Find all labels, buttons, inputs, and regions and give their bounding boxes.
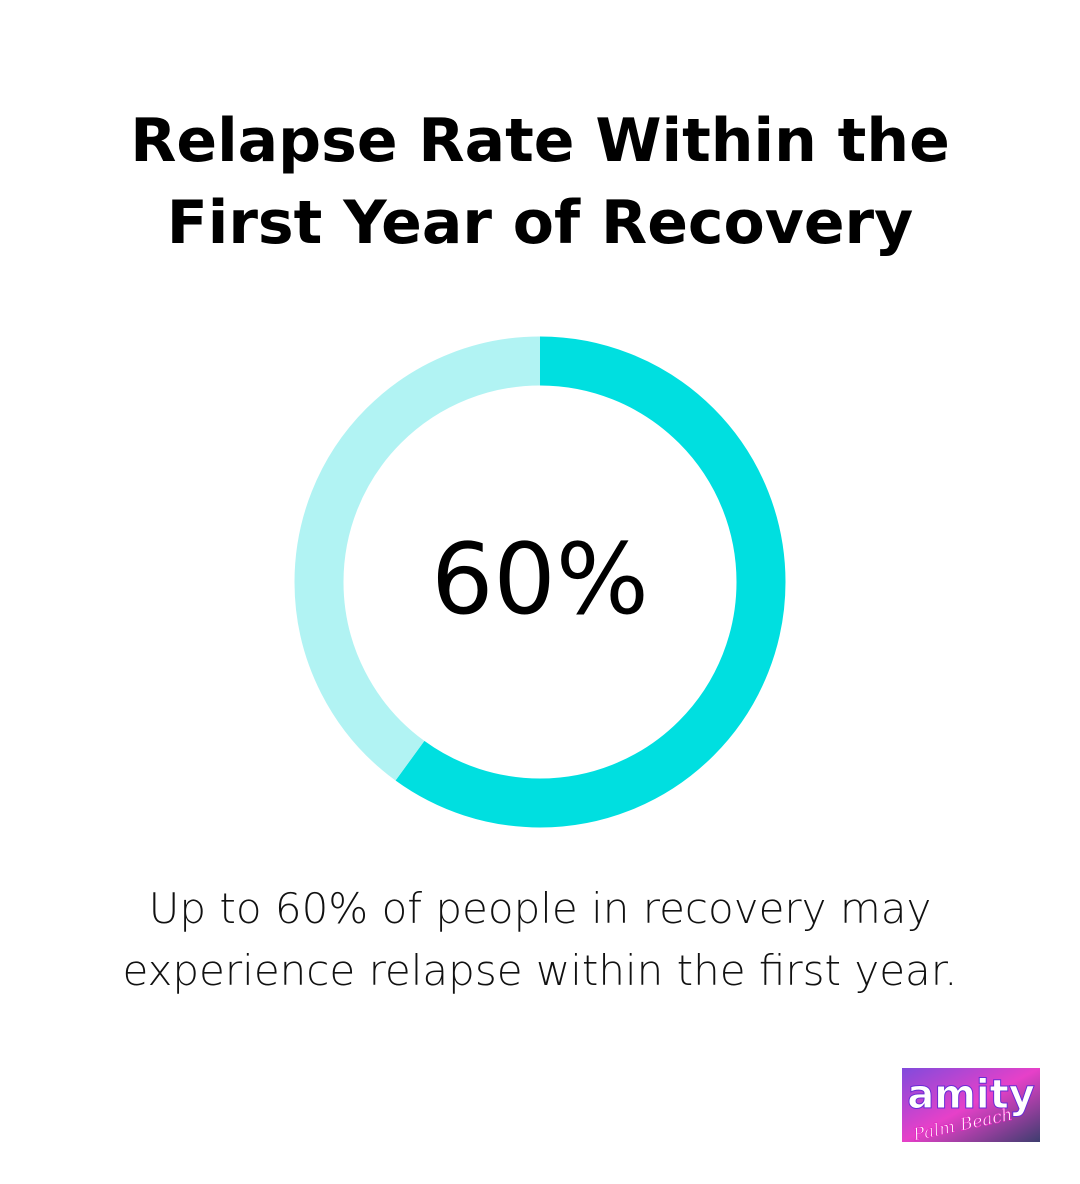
- chart-title: Relapse Rate Within the First Year of Re…: [0, 100, 1080, 264]
- logo-background: [902, 1068, 1040, 1142]
- caption-line-2: experience relapse within the first year…: [122, 946, 958, 995]
- caption: Up to 60% of people in recovery may expe…: [40, 878, 1040, 1002]
- donut-center-value: 60%: [431, 523, 649, 637]
- chart-title-line-1: Relapse Rate Within the: [130, 106, 950, 176]
- logo-wordmark: amity: [907, 1072, 1035, 1118]
- chart-title-line-2: First Year of Recovery: [166, 188, 914, 258]
- caption-line-1: Up to 60% of people in recovery may: [148, 884, 932, 933]
- donut-chart: [294, 336, 786, 828]
- donut-slice-2: [294, 336, 786, 828]
